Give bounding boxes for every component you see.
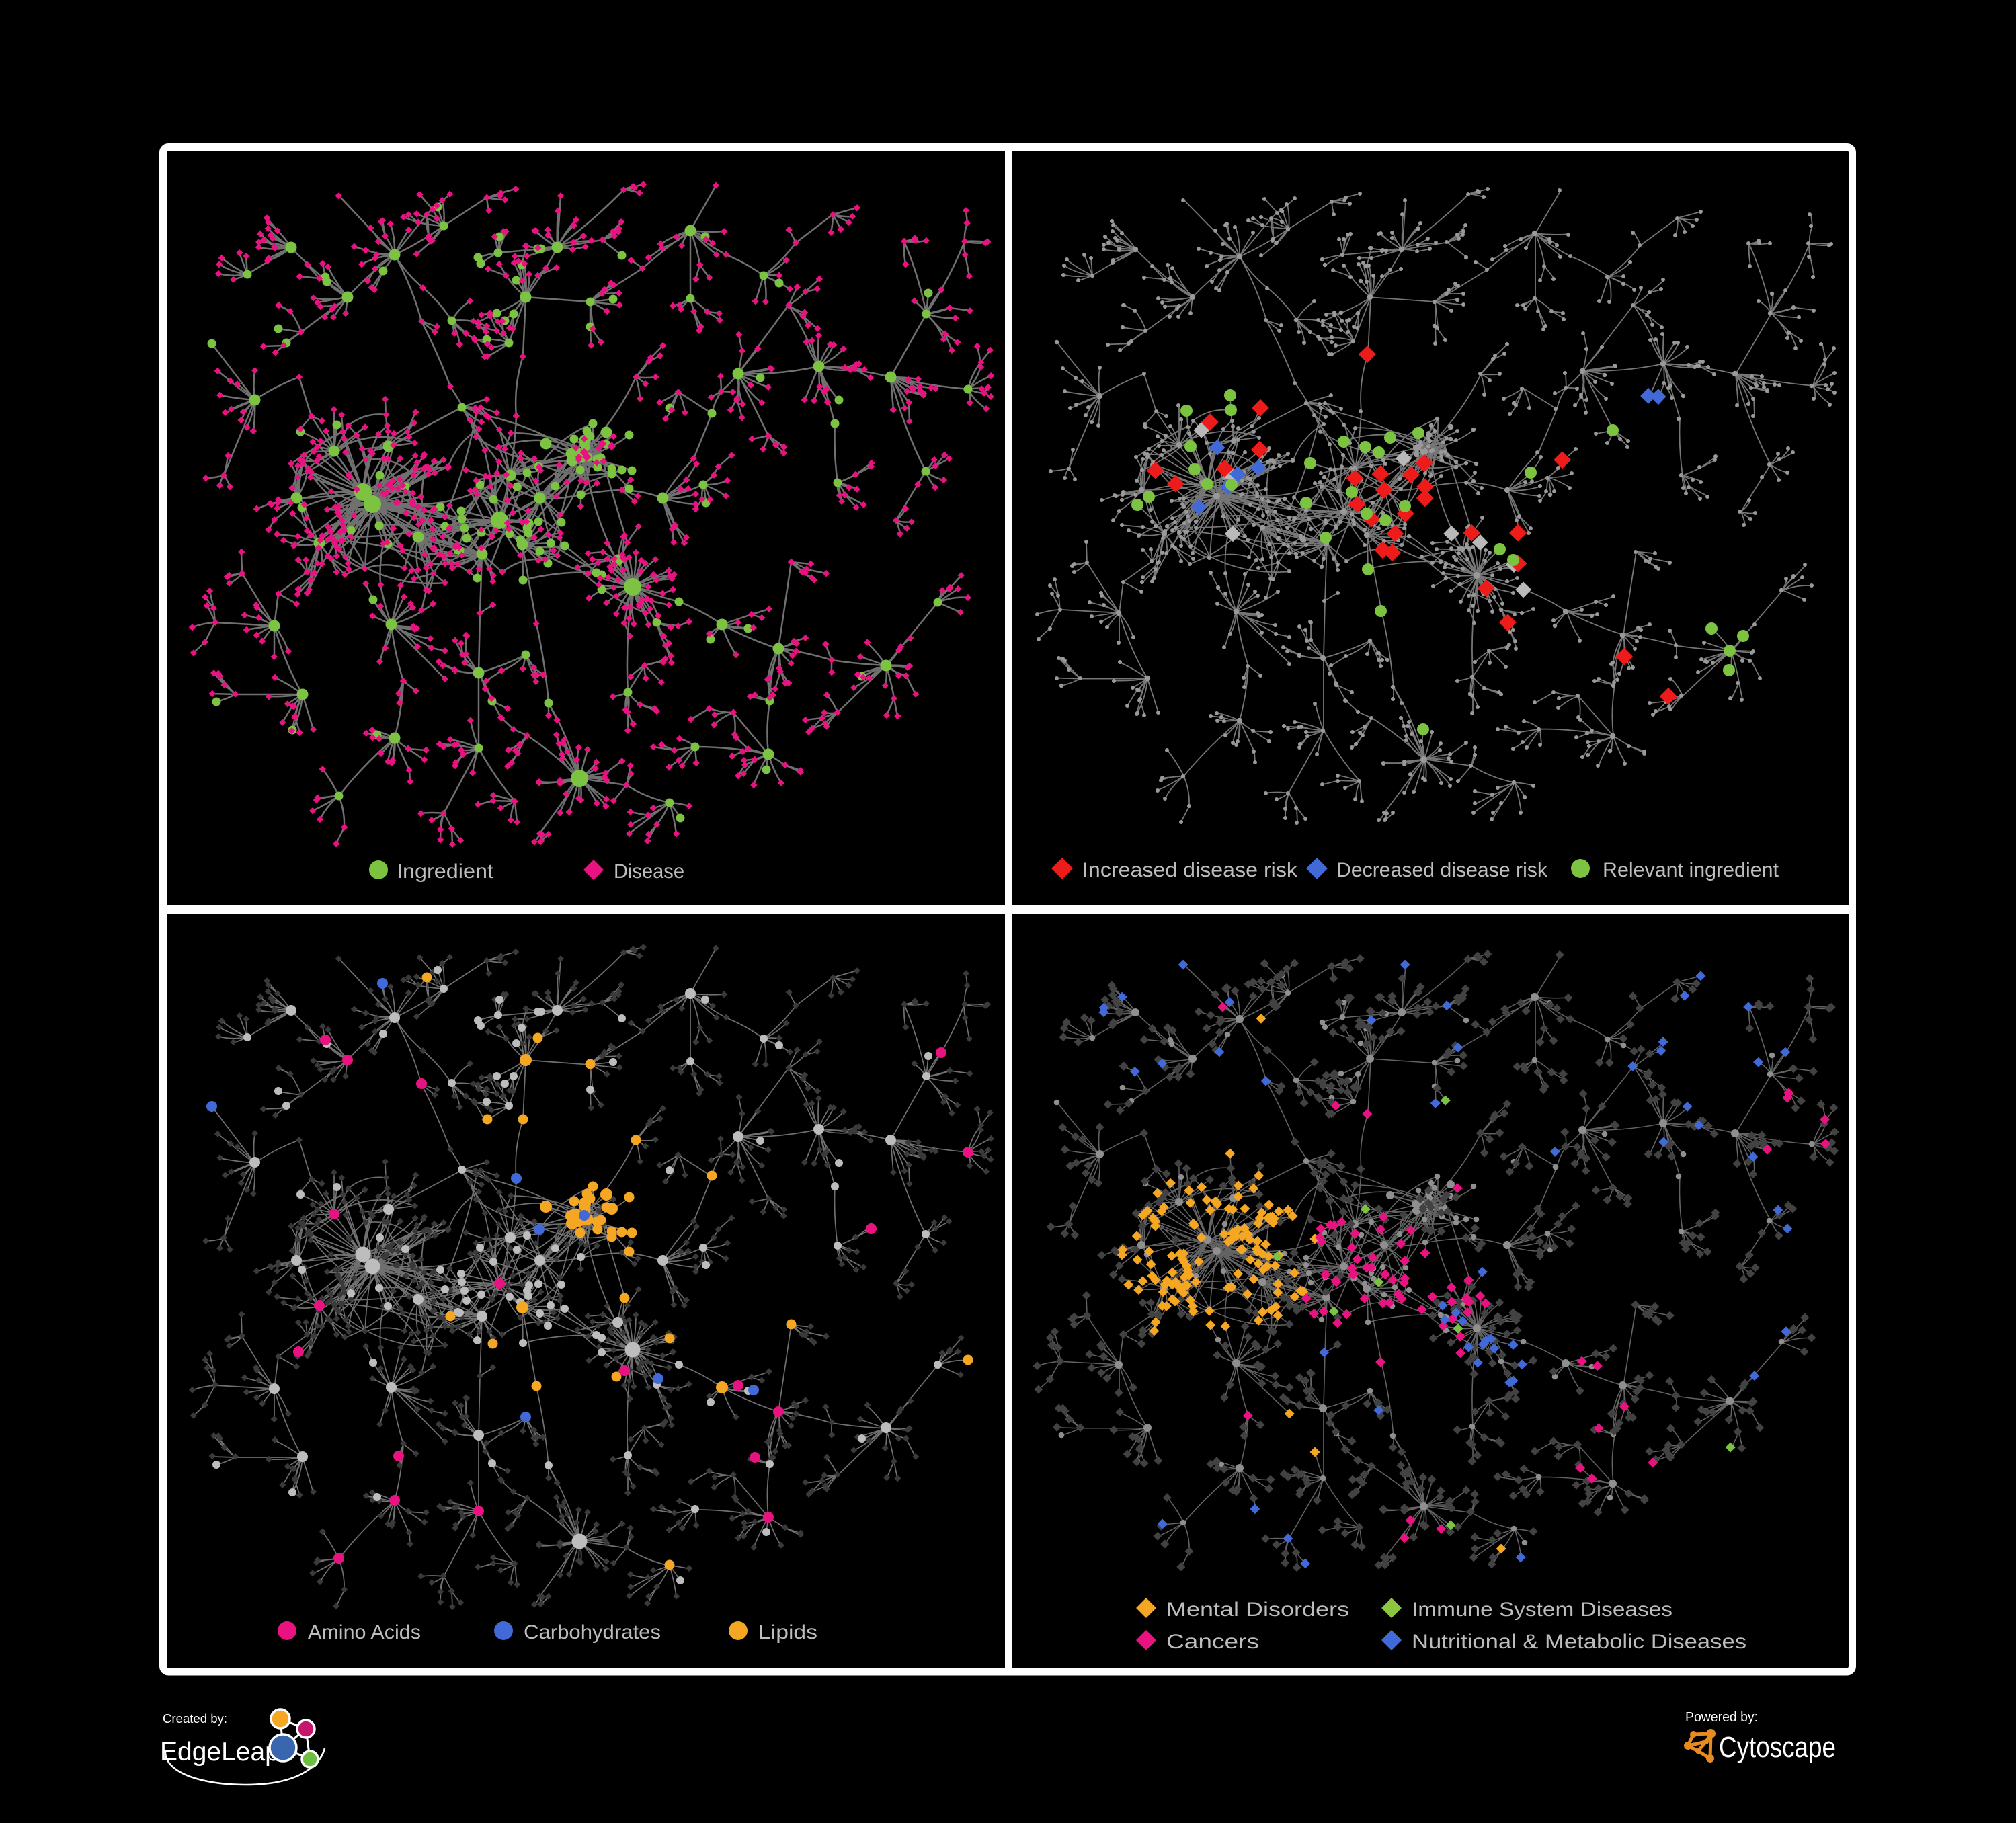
- svg-text:Disease: Disease: [614, 860, 684, 883]
- svg-text:Increased disease risk: Increased disease risk: [1082, 859, 1298, 881]
- svg-text:Created by:: Created by:: [163, 1712, 227, 1726]
- svg-text:Relevant ingredient: Relevant ingredient: [1603, 859, 1779, 881]
- svg-text:Amino Acids: Amino Acids: [308, 1621, 421, 1644]
- svg-text:Nutritional & Metabolic Diseas: Nutritional & Metabolic Diseases: [1412, 1631, 1746, 1653]
- svg-text:Cytoscape: Cytoscape: [1719, 1731, 1836, 1764]
- svg-text:Ingredient: Ingredient: [397, 860, 494, 883]
- svg-text:Carbohydrates: Carbohydrates: [524, 1621, 661, 1644]
- svg-text:Cancers: Cancers: [1166, 1631, 1259, 1653]
- svg-text:Lipids: Lipids: [758, 1621, 817, 1644]
- svg-text:Mental Disorders: Mental Disorders: [1166, 1598, 1349, 1621]
- svg-text:EdgeLeap: EdgeLeap: [160, 1738, 280, 1767]
- svg-text:Powered by:: Powered by:: [1685, 1710, 1758, 1725]
- svg-text:Decreased disease risk: Decreased disease risk: [1336, 859, 1548, 881]
- svg-text:Immune System Diseases: Immune System Diseases: [1412, 1598, 1672, 1621]
